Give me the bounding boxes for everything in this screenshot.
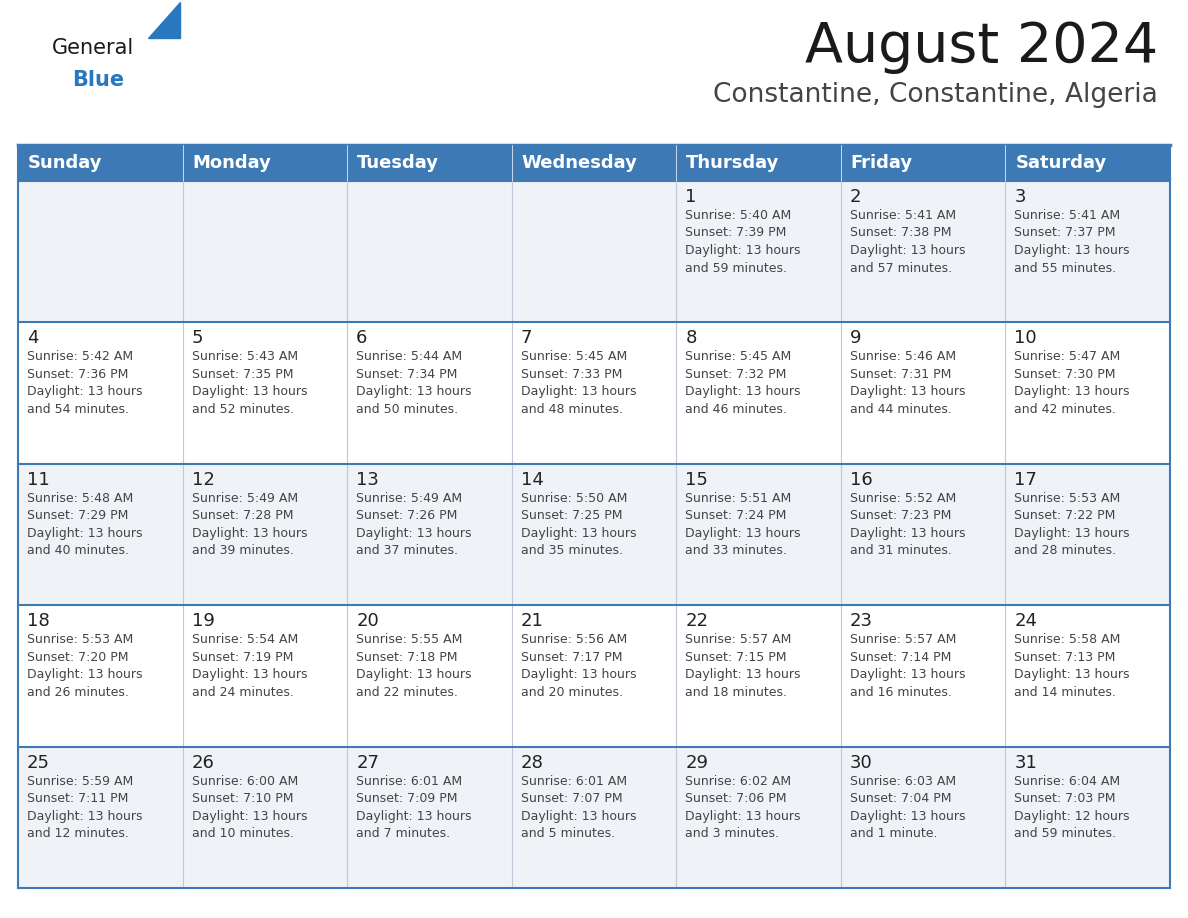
Text: 8: 8 xyxy=(685,330,696,347)
Text: Sunrise: 5:58 AM
Sunset: 7:13 PM
Daylight: 13 hours
and 14 minutes.: Sunrise: 5:58 AM Sunset: 7:13 PM Dayligh… xyxy=(1015,633,1130,699)
Text: 14: 14 xyxy=(520,471,544,488)
Text: 22: 22 xyxy=(685,612,708,630)
Text: 29: 29 xyxy=(685,754,708,772)
Text: 21: 21 xyxy=(520,612,544,630)
Text: 16: 16 xyxy=(849,471,873,488)
Text: Sunrise: 5:52 AM
Sunset: 7:23 PM
Daylight: 13 hours
and 31 minutes.: Sunrise: 5:52 AM Sunset: 7:23 PM Dayligh… xyxy=(849,492,966,557)
Text: General: General xyxy=(52,38,134,58)
Text: 26: 26 xyxy=(191,754,215,772)
Text: Tuesday: Tuesday xyxy=(358,154,440,172)
Bar xyxy=(18,181,1170,322)
Text: 12: 12 xyxy=(191,471,215,488)
Bar xyxy=(18,746,1170,888)
Text: Sunrise: 5:49 AM
Sunset: 7:26 PM
Daylight: 13 hours
and 37 minutes.: Sunrise: 5:49 AM Sunset: 7:26 PM Dayligh… xyxy=(356,492,472,557)
Text: Monday: Monday xyxy=(192,154,271,172)
Bar xyxy=(18,322,1170,464)
Bar xyxy=(18,605,1170,746)
Text: 13: 13 xyxy=(356,471,379,488)
Text: 7: 7 xyxy=(520,330,532,347)
Text: August 2024: August 2024 xyxy=(804,20,1158,74)
Text: 25: 25 xyxy=(27,754,50,772)
Text: Sunrise: 5:45 AM
Sunset: 7:32 PM
Daylight: 13 hours
and 46 minutes.: Sunrise: 5:45 AM Sunset: 7:32 PM Dayligh… xyxy=(685,351,801,416)
Text: 30: 30 xyxy=(849,754,873,772)
Text: 17: 17 xyxy=(1015,471,1037,488)
Text: Thursday: Thursday xyxy=(687,154,779,172)
Text: Sunrise: 5:41 AM
Sunset: 7:37 PM
Daylight: 13 hours
and 55 minutes.: Sunrise: 5:41 AM Sunset: 7:37 PM Dayligh… xyxy=(1015,209,1130,274)
Text: 4: 4 xyxy=(27,330,38,347)
Text: Blue: Blue xyxy=(72,70,124,90)
Text: Sunrise: 5:45 AM
Sunset: 7:33 PM
Daylight: 13 hours
and 48 minutes.: Sunrise: 5:45 AM Sunset: 7:33 PM Dayligh… xyxy=(520,351,637,416)
Text: Sunrise: 5:50 AM
Sunset: 7:25 PM
Daylight: 13 hours
and 35 minutes.: Sunrise: 5:50 AM Sunset: 7:25 PM Dayligh… xyxy=(520,492,637,557)
Text: Sunrise: 5:54 AM
Sunset: 7:19 PM
Daylight: 13 hours
and 24 minutes.: Sunrise: 5:54 AM Sunset: 7:19 PM Dayligh… xyxy=(191,633,307,699)
Text: 1: 1 xyxy=(685,188,696,206)
Text: Sunrise: 6:01 AM
Sunset: 7:09 PM
Daylight: 13 hours
and 7 minutes.: Sunrise: 6:01 AM Sunset: 7:09 PM Dayligh… xyxy=(356,775,472,840)
Text: 19: 19 xyxy=(191,612,215,630)
Text: Sunrise: 5:49 AM
Sunset: 7:28 PM
Daylight: 13 hours
and 39 minutes.: Sunrise: 5:49 AM Sunset: 7:28 PM Dayligh… xyxy=(191,492,307,557)
Text: Sunrise: 5:41 AM
Sunset: 7:38 PM
Daylight: 13 hours
and 57 minutes.: Sunrise: 5:41 AM Sunset: 7:38 PM Dayligh… xyxy=(849,209,966,274)
Text: Sunrise: 5:46 AM
Sunset: 7:31 PM
Daylight: 13 hours
and 44 minutes.: Sunrise: 5:46 AM Sunset: 7:31 PM Dayligh… xyxy=(849,351,966,416)
Bar xyxy=(18,145,1170,181)
Text: Sunrise: 5:57 AM
Sunset: 7:14 PM
Daylight: 13 hours
and 16 minutes.: Sunrise: 5:57 AM Sunset: 7:14 PM Dayligh… xyxy=(849,633,966,699)
Text: Sunrise: 5:59 AM
Sunset: 7:11 PM
Daylight: 13 hours
and 12 minutes.: Sunrise: 5:59 AM Sunset: 7:11 PM Dayligh… xyxy=(27,775,143,840)
Text: 20: 20 xyxy=(356,612,379,630)
Polygon shape xyxy=(148,2,181,38)
Text: Sunrise: 6:02 AM
Sunset: 7:06 PM
Daylight: 13 hours
and 3 minutes.: Sunrise: 6:02 AM Sunset: 7:06 PM Dayligh… xyxy=(685,775,801,840)
Text: Sunrise: 5:51 AM
Sunset: 7:24 PM
Daylight: 13 hours
and 33 minutes.: Sunrise: 5:51 AM Sunset: 7:24 PM Dayligh… xyxy=(685,492,801,557)
Text: 3: 3 xyxy=(1015,188,1026,206)
Text: 23: 23 xyxy=(849,612,873,630)
Text: 6: 6 xyxy=(356,330,367,347)
Text: 9: 9 xyxy=(849,330,861,347)
Text: Sunrise: 5:48 AM
Sunset: 7:29 PM
Daylight: 13 hours
and 40 minutes.: Sunrise: 5:48 AM Sunset: 7:29 PM Dayligh… xyxy=(27,492,143,557)
Text: Friday: Friday xyxy=(851,154,914,172)
Text: Sunrise: 5:40 AM
Sunset: 7:39 PM
Daylight: 13 hours
and 59 minutes.: Sunrise: 5:40 AM Sunset: 7:39 PM Dayligh… xyxy=(685,209,801,274)
Text: 27: 27 xyxy=(356,754,379,772)
Text: Sunrise: 6:01 AM
Sunset: 7:07 PM
Daylight: 13 hours
and 5 minutes.: Sunrise: 6:01 AM Sunset: 7:07 PM Dayligh… xyxy=(520,775,637,840)
Text: 31: 31 xyxy=(1015,754,1037,772)
Text: 11: 11 xyxy=(27,471,50,488)
Text: Sunday: Sunday xyxy=(29,154,102,172)
Text: Wednesday: Wednesday xyxy=(522,154,638,172)
Bar xyxy=(18,464,1170,605)
Text: 10: 10 xyxy=(1015,330,1037,347)
Text: Sunrise: 5:44 AM
Sunset: 7:34 PM
Daylight: 13 hours
and 50 minutes.: Sunrise: 5:44 AM Sunset: 7:34 PM Dayligh… xyxy=(356,351,472,416)
Text: Sunrise: 5:53 AM
Sunset: 7:22 PM
Daylight: 13 hours
and 28 minutes.: Sunrise: 5:53 AM Sunset: 7:22 PM Dayligh… xyxy=(1015,492,1130,557)
Text: Sunrise: 6:03 AM
Sunset: 7:04 PM
Daylight: 13 hours
and 1 minute.: Sunrise: 6:03 AM Sunset: 7:04 PM Dayligh… xyxy=(849,775,966,840)
Text: Sunrise: 5:53 AM
Sunset: 7:20 PM
Daylight: 13 hours
and 26 minutes.: Sunrise: 5:53 AM Sunset: 7:20 PM Dayligh… xyxy=(27,633,143,699)
Text: Sunrise: 5:47 AM
Sunset: 7:30 PM
Daylight: 13 hours
and 42 minutes.: Sunrise: 5:47 AM Sunset: 7:30 PM Dayligh… xyxy=(1015,351,1130,416)
Text: 28: 28 xyxy=(520,754,544,772)
Text: Sunrise: 5:55 AM
Sunset: 7:18 PM
Daylight: 13 hours
and 22 minutes.: Sunrise: 5:55 AM Sunset: 7:18 PM Dayligh… xyxy=(356,633,472,699)
Text: Sunrise: 5:56 AM
Sunset: 7:17 PM
Daylight: 13 hours
and 20 minutes.: Sunrise: 5:56 AM Sunset: 7:17 PM Dayligh… xyxy=(520,633,637,699)
Text: 5: 5 xyxy=(191,330,203,347)
Text: Sunrise: 5:42 AM
Sunset: 7:36 PM
Daylight: 13 hours
and 54 minutes.: Sunrise: 5:42 AM Sunset: 7:36 PM Dayligh… xyxy=(27,351,143,416)
Text: 24: 24 xyxy=(1015,612,1037,630)
Text: 18: 18 xyxy=(27,612,50,630)
Text: Saturday: Saturday xyxy=(1016,154,1107,172)
Text: Constantine, Constantine, Algeria: Constantine, Constantine, Algeria xyxy=(713,82,1158,108)
Text: Sunrise: 6:04 AM
Sunset: 7:03 PM
Daylight: 12 hours
and 59 minutes.: Sunrise: 6:04 AM Sunset: 7:03 PM Dayligh… xyxy=(1015,775,1130,840)
Text: 15: 15 xyxy=(685,471,708,488)
Text: Sunrise: 6:00 AM
Sunset: 7:10 PM
Daylight: 13 hours
and 10 minutes.: Sunrise: 6:00 AM Sunset: 7:10 PM Dayligh… xyxy=(191,775,307,840)
Text: Sunrise: 5:57 AM
Sunset: 7:15 PM
Daylight: 13 hours
and 18 minutes.: Sunrise: 5:57 AM Sunset: 7:15 PM Dayligh… xyxy=(685,633,801,699)
Text: Sunrise: 5:43 AM
Sunset: 7:35 PM
Daylight: 13 hours
and 52 minutes.: Sunrise: 5:43 AM Sunset: 7:35 PM Dayligh… xyxy=(191,351,307,416)
Text: 2: 2 xyxy=(849,188,861,206)
